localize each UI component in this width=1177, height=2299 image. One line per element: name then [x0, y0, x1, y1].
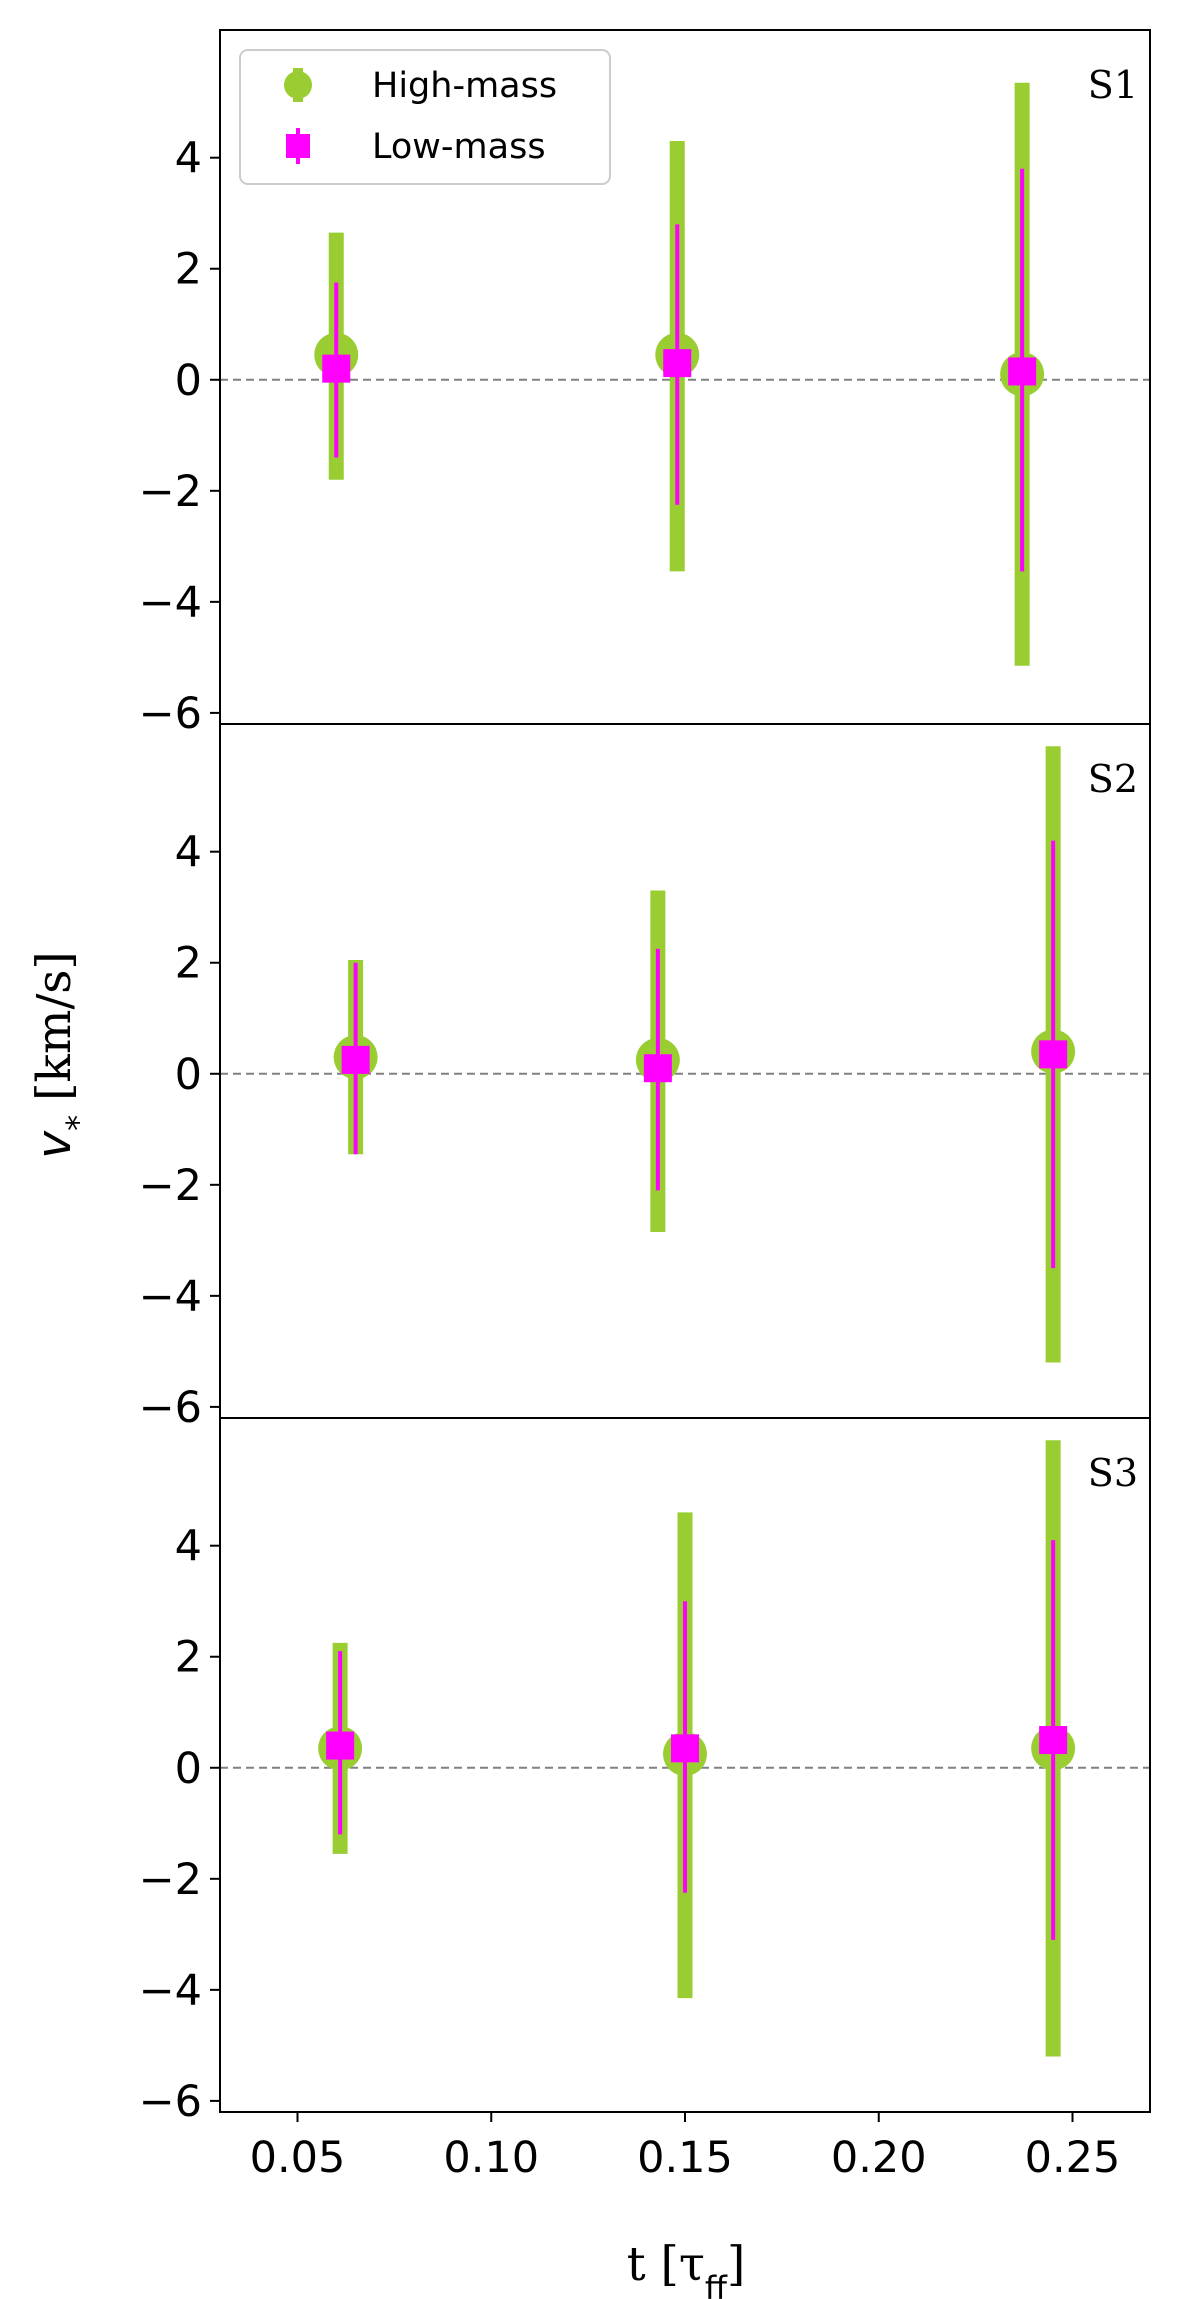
x-tick-label: 0.10 — [443, 2133, 539, 2183]
y-tick-label: 2 — [175, 939, 202, 989]
data-point — [671, 1734, 699, 1763]
y-tick-label: 4 — [175, 828, 202, 878]
y-tick-label: 0 — [175, 356, 202, 406]
y-tick-label: 2 — [175, 1633, 202, 1683]
data-point — [1039, 1726, 1068, 1755]
y-tick-label: 2 — [175, 245, 202, 295]
x-axis-label: t [τff] — [627, 2237, 746, 2299]
y-axis-label: v*[km/s] — [27, 951, 97, 1159]
x-tick-label: 0.05 — [250, 2133, 346, 2183]
panel-s1: −6 −4 −2 0 2 4 S1 — [139, 29, 1151, 739]
data-point — [643, 1054, 672, 1083]
panel-frame — [219, 1417, 1151, 2113]
y-tick-label: 4 — [175, 134, 202, 184]
x-tick-label: 0.25 — [1025, 2133, 1121, 2183]
series-high-mass — [333, 746, 1076, 1363]
y-tick-label: −4 — [139, 1272, 202, 1322]
data-point — [322, 354, 351, 383]
y-tick-label: −2 — [139, 1161, 202, 1211]
legend-high-mass-label: High-mass — [372, 66, 557, 106]
y-tick-label: −4 — [139, 1966, 202, 2016]
y-tick-label: 0 — [175, 1050, 202, 1100]
y-tick-label: −6 — [139, 689, 202, 739]
panel-label: S1 — [1088, 63, 1138, 107]
y-tick-label: 4 — [175, 1522, 202, 1572]
panel-s3: −6 −4 −2 0 2 4 0.05 0.10 0.15 0.20 0.25 S3 — [139, 1417, 1151, 2183]
series-low-mass — [326, 1540, 1068, 1940]
data-point — [341, 1045, 370, 1074]
legend-low-mass-marker — [286, 134, 310, 158]
legend: High-mass Low-mass — [239, 49, 611, 185]
panel-s2: −6 −4 −2 0 2 4 S2 — [139, 723, 1151, 1433]
data-point — [663, 349, 692, 378]
series-low-mass — [341, 840, 1068, 1269]
data-point — [1039, 1040, 1068, 1069]
data-point — [1008, 357, 1037, 386]
panels-layer: −6 −4 −2 0 2 4 S1 −6 −4 −2 0 2 4 S2 −6 −4 −2 0 2 4 0.05 0.10 0… — [139, 29, 1151, 2183]
panel-label: S3 — [1088, 1451, 1138, 1495]
data-point — [326, 1731, 355, 1760]
legend-frame — [239, 49, 611, 185]
y-tick-label: −6 — [139, 1383, 202, 1433]
y-tick-label: −2 — [139, 467, 202, 517]
legend-high-mass-marker — [284, 71, 312, 99]
x-tick-label: 0.15 — [637, 2133, 733, 2183]
panel-label: S2 — [1088, 757, 1138, 801]
x-tick-label: 0.20 — [831, 2133, 927, 2183]
y-tick-label: −4 — [139, 578, 202, 628]
y-tick-label: −6 — [139, 2077, 202, 2127]
y-tick-label: −2 — [139, 1855, 202, 1905]
legend-low-mass-label: Low-mass — [372, 127, 546, 167]
y-tick-label: 0 — [175, 1744, 202, 1794]
series-low-mass — [322, 168, 1037, 572]
